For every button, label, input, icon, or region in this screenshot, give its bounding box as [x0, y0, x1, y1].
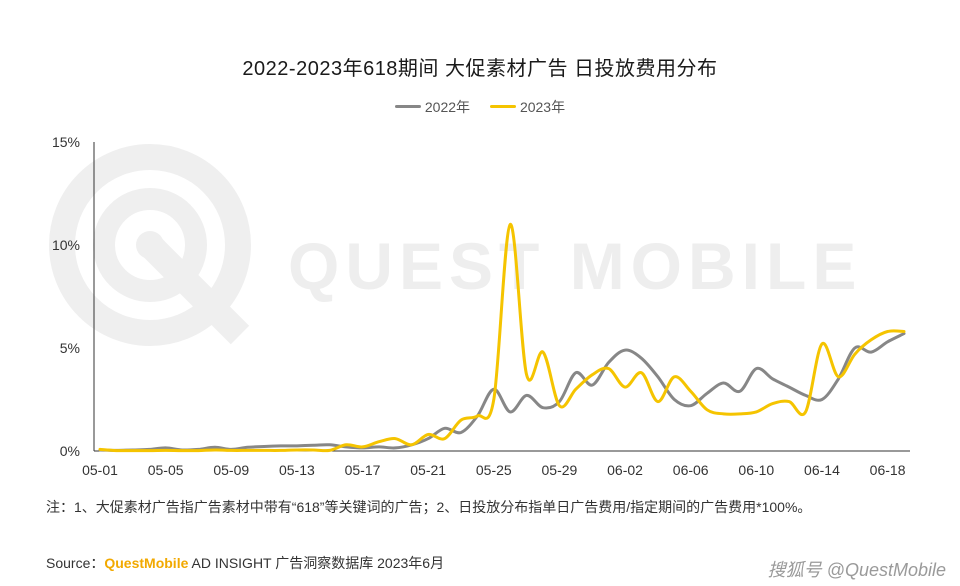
watermark-text: QUEST MOBILE: [288, 229, 863, 303]
x-tick-label: 05-25: [476, 462, 512, 478]
source-rest: AD INSIGHT 广告洞察数据库 2023年6月: [188, 555, 445, 571]
x-tick-label: 05-09: [213, 462, 249, 478]
y-tick-label: 5%: [60, 340, 80, 356]
y-tick-label: 15%: [52, 134, 80, 150]
x-tick-label: 05-13: [279, 462, 315, 478]
legend-item-2023: 2023年: [489, 97, 566, 117]
chart-legend: 2022年 2023年: [0, 95, 960, 117]
legend-item-2022: 2022年: [394, 97, 471, 117]
x-tick-label: 05-05: [148, 462, 184, 478]
x-tick-label: 06-18: [870, 462, 906, 478]
source-brand: QuestMobile: [104, 555, 189, 571]
publisher-credit: 搜狐号 @QuestMobile: [767, 560, 946, 580]
source-line: Source：QuestMobile AD INSIGHT 广告洞察数据库 20…: [46, 553, 444, 573]
legend-label-2022: 2022年: [424, 98, 471, 115]
watermark-logo-icon: [49, 144, 251, 346]
y-tick-label: 0%: [60, 443, 80, 459]
x-tick-label: 06-06: [673, 462, 709, 478]
legend-swatch-2022: [394, 105, 421, 108]
footnote: 注：1、大促素材广告指广告素材中带有“618”等关键词的广告；2、日投放分布指单…: [46, 499, 812, 515]
x-tick-label: 06-10: [738, 462, 774, 478]
x-tick-label: 06-14: [804, 462, 840, 478]
x-tick-label: 05-17: [345, 462, 381, 478]
y-tick-label: 10%: [52, 237, 80, 253]
legend-label-2023: 2023年: [519, 98, 566, 115]
x-tick-label: 05-21: [410, 462, 446, 478]
x-tick-label: 05-01: [82, 462, 118, 478]
source-prefix: Source：: [46, 555, 105, 571]
legend-swatch-2023: [489, 105, 516, 108]
chart-title: 2022-2023年618期间 大促素材广告 日投放费用分布: [242, 58, 718, 80]
series-line-2022: [98, 332, 906, 452]
x-tick-label: 06-02: [607, 462, 643, 478]
series-line-2023: [98, 222, 906, 453]
x-tick-label: 05-29: [542, 462, 578, 478]
